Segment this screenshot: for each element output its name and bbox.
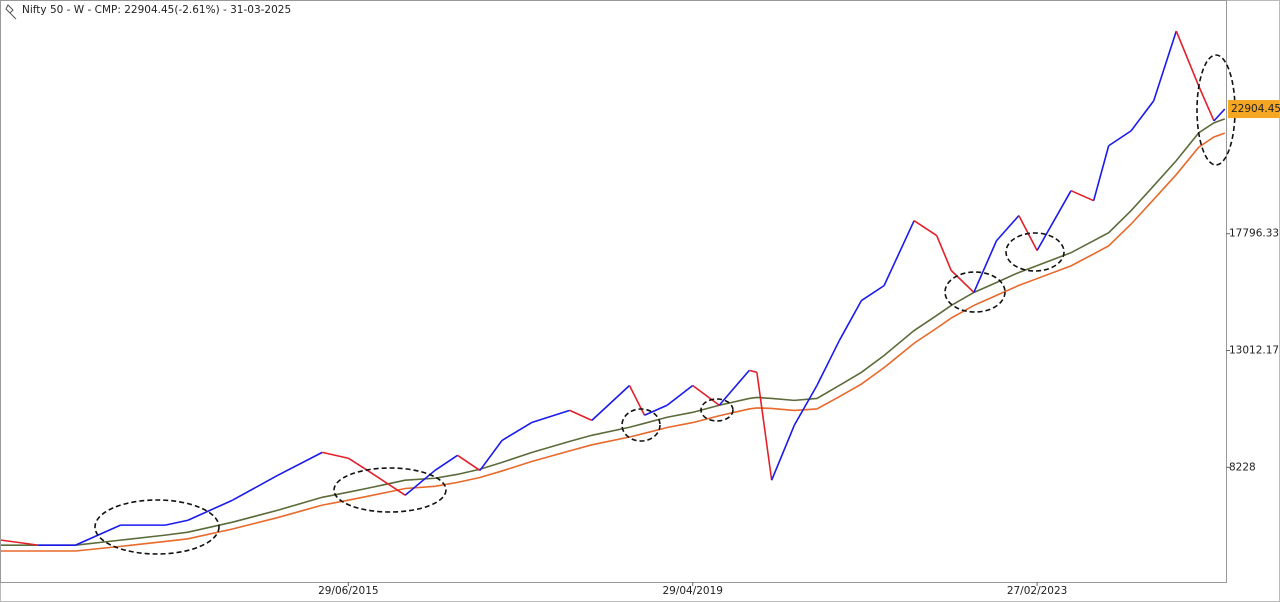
highlight-ellipse [333,467,447,513]
price-segment [367,469,406,496]
price-tag-label: 22904.45 [1231,103,1280,115]
price-segment [749,369,758,374]
pin-icon [5,4,17,20]
price-segment [322,451,349,460]
highlight-ellipse [700,398,734,422]
price-segment [1092,145,1110,201]
price-segment [950,269,975,294]
price-segment [913,220,938,237]
price-segment [479,439,503,471]
price-segment [666,384,694,406]
price-segment [531,409,570,424]
x-tick-label: 29/04/2019 [662,585,723,597]
price-segment [0,539,39,546]
price-segment [277,451,323,477]
price-segment [1070,189,1094,202]
price-segment [569,409,593,422]
price-segment [1213,108,1226,122]
price-tag [1228,100,1279,119]
highlight-ellipse [94,499,220,555]
price-segment [1197,85,1215,122]
price-segment [434,454,458,472]
y-tick-label: 17796.33 [1229,228,1279,240]
y-tick-label: 13012.17 [1229,345,1279,357]
price-segment [165,519,189,526]
price-segment [793,385,818,426]
price-segment [1036,190,1072,251]
price-segment [501,421,533,442]
y-tick-label: 8228 [1229,461,1256,473]
price-segment [187,499,233,521]
price-segment [1152,30,1178,102]
annotations [94,54,1236,555]
price-segment [1130,100,1155,132]
x-tick-label: 29/06/2015 [318,585,379,597]
price-segment [457,454,481,472]
price-segment [973,240,998,293]
price-segment [816,340,841,386]
highlight-ellipse [944,271,1006,313]
plot-area [0,0,1227,583]
price-segment [861,284,885,302]
highlight-ellipse [621,408,661,442]
price-segment [692,384,720,406]
price-segment [718,369,750,406]
x-tick-label: 27/02/2023 [1007,585,1068,597]
moving-average-line [1,118,1226,546]
price-segment [232,474,279,501]
price-segment [838,300,863,341]
chart-title: Nifty 50 - W - CMP: 22904.45(-2.61%) - 3… [22,4,291,16]
price-segment [644,404,668,416]
price-segment [591,384,631,421]
price-segment [756,372,773,481]
moving-average-line [1,132,1226,552]
price-segment [770,424,796,481]
price-segment [1108,130,1132,147]
price-segment [935,235,952,271]
highlight-ellipse [1005,232,1065,272]
price-segment [628,385,646,416]
price-segment [347,457,368,472]
price-segment [1175,30,1200,87]
price-segment [995,215,1020,242]
marks [0,30,1226,552]
price-segment [883,220,915,286]
